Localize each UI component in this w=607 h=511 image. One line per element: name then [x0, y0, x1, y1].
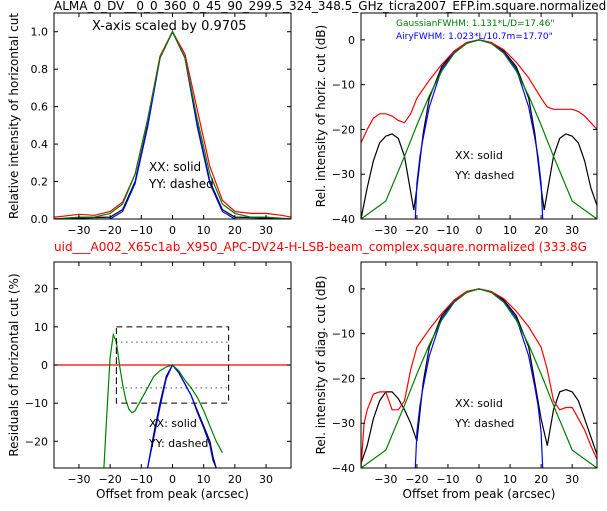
x-tick-label: 20 — [534, 224, 548, 237]
annotation: XX: solid — [149, 160, 201, 174]
x-tick-label: 0 — [169, 224, 176, 237]
y-tick-label: −10 — [332, 328, 355, 341]
series-line-red — [361, 39, 597, 144]
series-line-black — [361, 288, 597, 464]
y-tick-label: 0.2 — [31, 176, 49, 189]
y-tick-label: 20 — [34, 283, 48, 296]
annotation: XX: solid — [149, 417, 197, 430]
x-tick-label: 10 — [197, 473, 211, 486]
annotation: X-axis scaled by 0.9705 — [92, 19, 247, 34]
y-tick-label: −40 — [332, 213, 355, 226]
series-line-green — [361, 39, 597, 219]
annotation: YY: dashed — [148, 437, 208, 450]
y-tick-label: 0.6 — [31, 101, 49, 114]
series-line-blue — [147, 363, 217, 468]
series-line-red — [361, 288, 597, 468]
annotation: AiryFWHM: 1.023*L/10.7m=17.70" — [396, 32, 553, 42]
x-tick-label: 20 — [228, 473, 242, 486]
x-tick-label: 20 — [228, 224, 242, 237]
y-tick-label: 0 — [348, 34, 355, 47]
y-tick-label: −30 — [332, 168, 355, 181]
x-tick-label: 20 — [534, 473, 548, 486]
x-tick-label: 30 — [259, 473, 273, 486]
series-line-green — [54, 30, 291, 219]
series-line-black — [361, 39, 597, 219]
y-axis-label: Rel. intensity of diag. cut (dB) — [314, 276, 328, 455]
x-tick-label: 0 — [476, 473, 483, 486]
y-tick-label: 0.0 — [31, 213, 49, 226]
axes-frame — [360, 12, 598, 220]
y-tick-label: 1.0 — [31, 26, 49, 39]
x-tick-label: −30 — [67, 224, 90, 237]
x-axis-label: Offset from peak (arcsec) — [403, 487, 556, 501]
annotation: GaussianFWHM: 1.131*L/D=17.46" — [396, 19, 554, 29]
x-tick-label: −10 — [130, 473, 153, 486]
series-line-blue — [414, 288, 544, 468]
x-tick-label: 0 — [169, 473, 176, 486]
x-tick-label: 30 — [259, 224, 273, 237]
y-tick-label: −10 — [332, 79, 355, 92]
x-tick-label: −10 — [130, 224, 153, 237]
annotation: XX: solid — [455, 397, 503, 410]
x-tick-label: −30 — [374, 224, 397, 237]
x-axis-label: Offset from peak (arcsec) — [96, 487, 249, 501]
x-tick-label: −30 — [374, 473, 397, 486]
plot-area — [361, 288, 597, 468]
figure-subtitle: uid___A002_X65c1ab_X950_APC-DV24-H-LSB-b… — [54, 240, 587, 254]
x-tick-label: 0 — [476, 224, 483, 237]
annotation: YY: dashed — [454, 417, 514, 430]
annotation: YY: dashed — [454, 169, 514, 182]
x-tick-label: 10 — [197, 224, 211, 237]
x-tick-label: −20 — [405, 473, 428, 486]
dotted-box — [115, 341, 230, 389]
plot-area — [361, 39, 597, 219]
x-tick-label: 30 — [565, 224, 579, 237]
plot-area — [54, 30, 291, 219]
x-tick-label: 30 — [565, 473, 579, 486]
y-tick-label: 10 — [34, 321, 48, 334]
panel-top-left: −30 −20 −10 0 10 20 30 0.0 0.2 0.4 0.6 0.8 1.0 Relati… — [7, 12, 292, 237]
panel-bottom-right: −30 −20 −10 0 10 20 30 −40 −30 −20 −10 0 Rel. intens… — [314, 261, 598, 501]
panels: −30 −20 −10 0 10 20 30 0.0 0.2 0.4 0.6 0.8 1.0 Relati… — [7, 12, 598, 501]
series-line-blue — [414, 39, 544, 219]
y-axis-label: Residuals of horizontal cut (%) — [7, 273, 21, 456]
annotation: XX: solid — [455, 149, 503, 162]
y-tick-label: 0.8 — [31, 63, 49, 76]
x-tick-label: −10 — [436, 473, 459, 486]
x-tick-label: −20 — [99, 224, 122, 237]
y-tick-label: −20 — [25, 435, 48, 448]
x-tick-label: −10 — [436, 224, 459, 237]
y-tick-label: 0.4 — [31, 138, 49, 151]
series-line-green — [361, 288, 597, 468]
panel-bottom-left: −30 −20 −10 0 10 20 30 −20 −10 0 10 20 Residuals of … — [7, 261, 292, 501]
x-tick-label: 10 — [503, 473, 517, 486]
x-tick-label: 10 — [503, 224, 517, 237]
plot-area — [54, 326, 291, 468]
annotation: YY: dashed — [148, 177, 214, 191]
y-tick-label: −10 — [25, 397, 48, 410]
axes-frame — [360, 261, 598, 469]
figure-title: ALMA_0_DV__0_0_360_0_45_90_299.5_324_348… — [54, 0, 606, 13]
x-tick-label: −20 — [405, 224, 428, 237]
y-tick-label: −20 — [332, 123, 355, 136]
x-tick-label: −20 — [99, 473, 122, 486]
y-tick-label: −30 — [332, 417, 355, 430]
y-tick-label: 0 — [348, 283, 355, 296]
y-tick-label: 0 — [41, 359, 48, 372]
y-tick-label: −40 — [332, 462, 355, 475]
x-tick-label: −30 — [67, 473, 90, 486]
y-axis-label: Rel. intensity of horiz. cut (dB) — [314, 25, 328, 207]
y-tick-label: −20 — [332, 372, 355, 385]
y-axis-label: Relative intensity of horizontal cut — [7, 13, 21, 219]
panel-top-right: −30 −20 −10 0 10 20 30 −40 −30 −20 −10 0 Rel. intens… — [314, 12, 598, 237]
